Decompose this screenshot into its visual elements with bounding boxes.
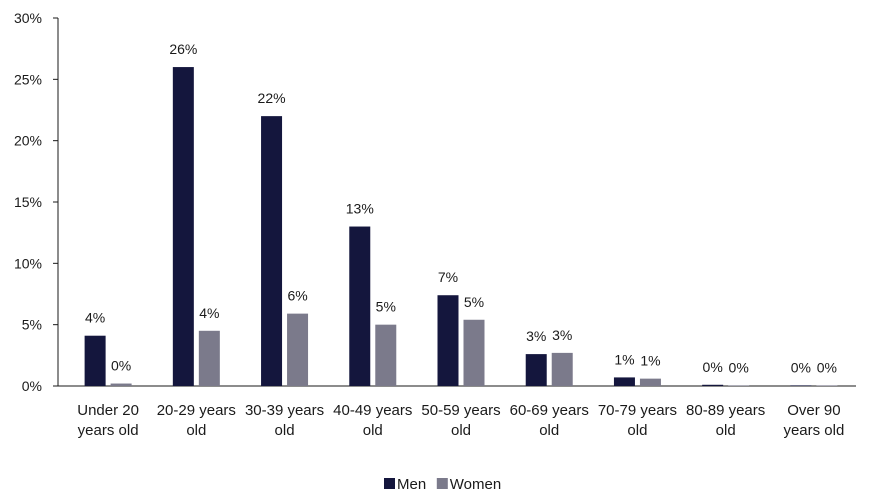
legend: Men Women [384, 476, 501, 493]
bar-women [551, 352, 573, 386]
x-category-label-line: old [627, 422, 647, 439]
data-label-men: 7% [438, 269, 458, 285]
x-category-label-line: 70-79 years [598, 402, 677, 419]
bar-women [198, 330, 220, 386]
x-category-label-line: 40-49 years [333, 402, 412, 419]
data-label-men: 13% [346, 201, 374, 217]
bar-women [110, 383, 132, 386]
x-category-label-line: 60-69 years [510, 402, 589, 419]
x-category-label: 50-59 years old [421, 402, 500, 439]
x-category-label-line: old [275, 422, 295, 439]
x-category-label: 80-89 years old [686, 402, 765, 439]
data-label-men: 0% [703, 359, 723, 375]
x-category-label-line: Over 90 [787, 402, 840, 419]
x-category-label: 60-69 years old [510, 402, 589, 439]
data-label-women: 0% [111, 358, 131, 374]
data-label-women: 6% [287, 288, 307, 304]
y-tick-label: 10% [14, 255, 42, 271]
y-tick-label: 20% [14, 133, 42, 149]
y-axis: 0% 5% 10% 15% 20% 25% 30% [14, 10, 59, 394]
legend-swatch-women [436, 478, 448, 489]
legend-label-women: Women [450, 476, 501, 493]
bar-men [172, 67, 194, 387]
x-category-label: 40-49 years old [333, 402, 412, 439]
data-label-women: 0% [817, 359, 837, 375]
bar-women [728, 385, 750, 386]
x-category-label: 20-29 years old [157, 402, 236, 439]
bar-women [463, 319, 485, 386]
bar-men [525, 354, 547, 386]
data-label-women: 3% [552, 327, 572, 343]
bar-men [261, 116, 283, 386]
x-category-label-line: 80-89 years [686, 402, 765, 419]
data-label-women: 0% [729, 359, 749, 375]
bar-men [790, 385, 812, 386]
x-category-label-line: 30-39 years [245, 402, 324, 419]
x-category-label: 70-79 years old [598, 402, 677, 439]
data-label-men: 22% [258, 90, 286, 106]
bar-women [816, 385, 838, 386]
data-label-men: 26% [169, 41, 197, 57]
x-category-label: 30-39 years old [245, 402, 324, 439]
data-label-women: 5% [376, 299, 396, 315]
bar-men [702, 384, 724, 386]
bar-men [437, 295, 459, 386]
y-tick-label: 0% [22, 378, 42, 394]
data-label-women: 4% [199, 305, 219, 321]
y-tick-label: 25% [14, 71, 42, 87]
x-category-label-line: old [716, 422, 736, 439]
bar-men [613, 377, 635, 386]
bar-women [639, 378, 661, 386]
data-label-men: 1% [614, 351, 634, 367]
x-category-label-line: old [363, 422, 383, 439]
x-category-label-line: 20-29 years [157, 402, 236, 419]
x-category-label-line: 50-59 years [421, 402, 500, 419]
y-tick-label: 5% [22, 317, 42, 333]
bar-men [84, 335, 106, 386]
data-label-women: 5% [464, 294, 484, 310]
legend-label-men: Men [397, 476, 426, 493]
bar-women [287, 313, 309, 386]
data-label-men: 4% [85, 310, 105, 326]
x-category-label-line: years old [783, 422, 844, 439]
bars [84, 67, 838, 387]
x-category-label-line: old [539, 422, 559, 439]
x-category-label: Under 20 years old [77, 402, 139, 439]
x-category-label: Over 90 years old [783, 402, 844, 439]
y-tick-label: 30% [14, 10, 42, 26]
x-category-label-line: old [451, 422, 471, 439]
data-label-men: 0% [791, 359, 811, 375]
bar-women [375, 324, 397, 386]
data-label-men: 3% [526, 328, 546, 344]
x-category-label-line: years old [78, 422, 139, 439]
data-labels: 4% 0% 26% 4% 22% 6% 13% 5% 7% 5% 3% 3% 1% 1% 0% 0% 0% 0% [85, 41, 837, 375]
y-tick-label: 15% [14, 194, 42, 210]
x-category-label-line: Under 20 [77, 402, 139, 419]
legend-swatch-men [384, 478, 395, 489]
bar-men [349, 226, 371, 386]
x-category-label-line: old [186, 422, 206, 439]
data-label-women: 1% [640, 353, 660, 369]
